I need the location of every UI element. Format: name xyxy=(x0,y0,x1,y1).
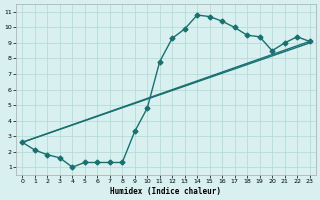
X-axis label: Humidex (Indice chaleur): Humidex (Indice chaleur) xyxy=(110,187,221,196)
